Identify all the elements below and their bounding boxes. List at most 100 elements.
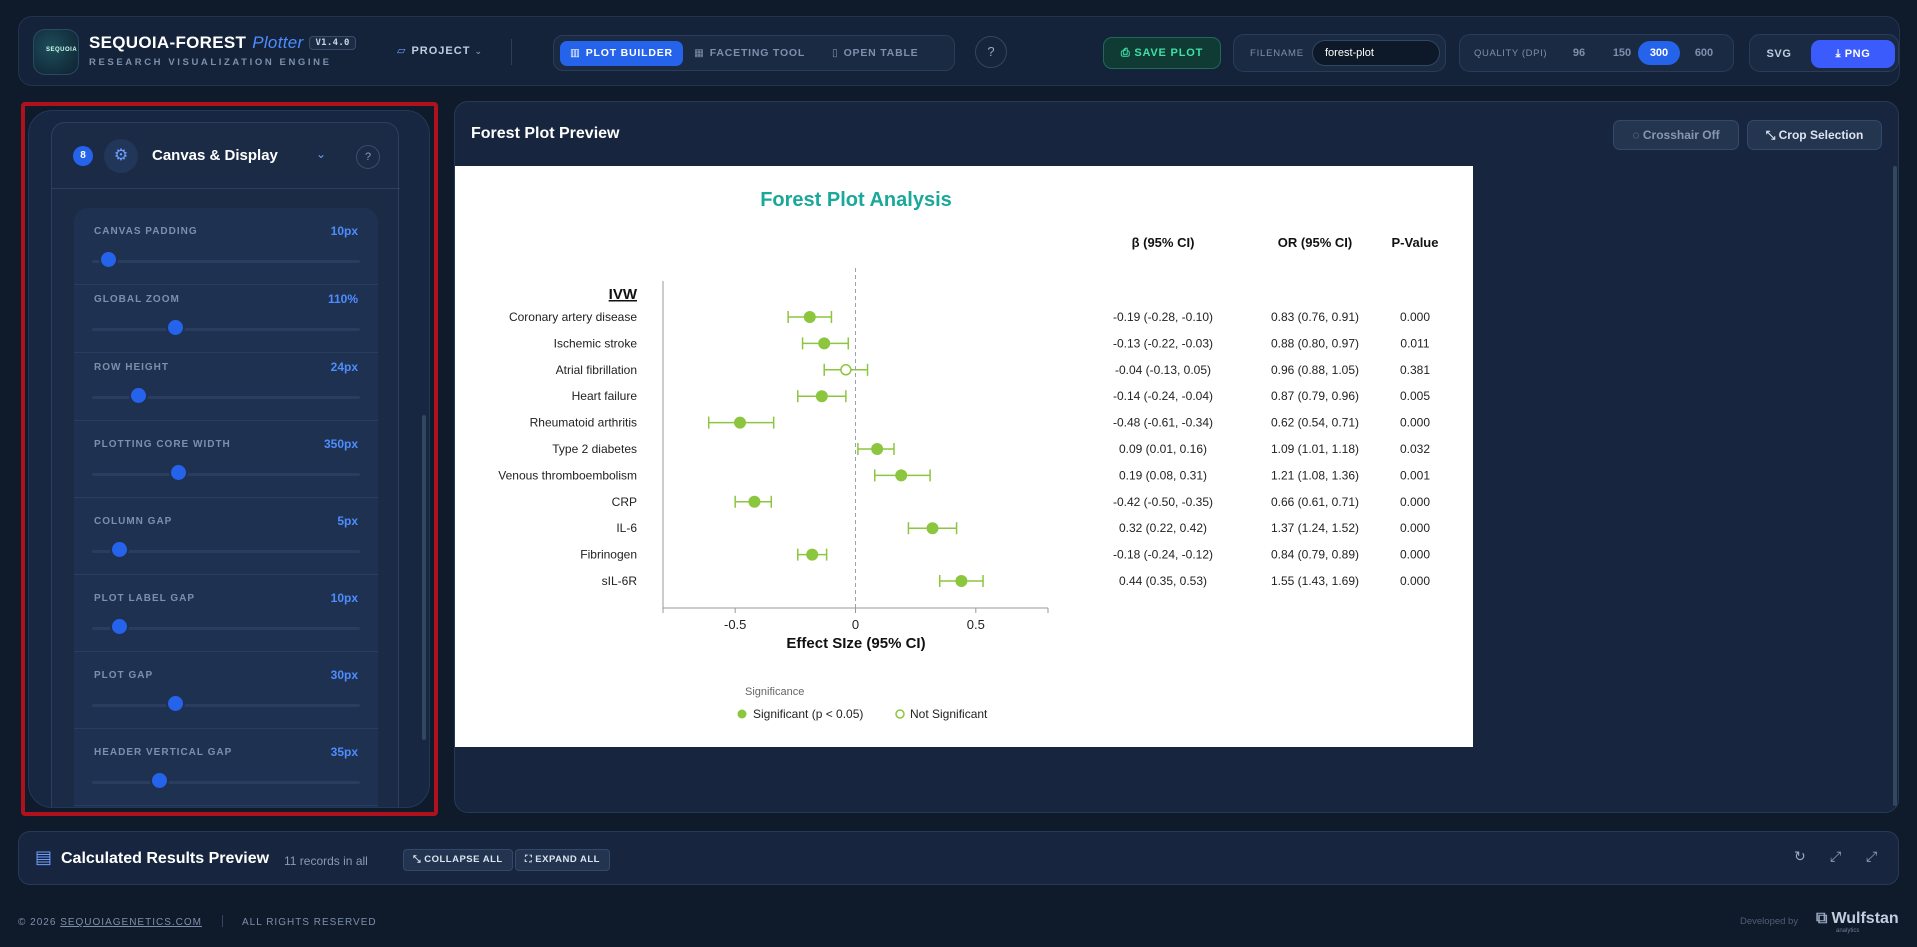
slider-track[interactable] [92, 473, 360, 476]
slider-track[interactable] [92, 550, 360, 553]
developer-logo[interactable]: ⧉ Wulfstan analytics [1816, 910, 1899, 934]
save-plot-button[interactable]: ⎙ SAVE PLOT [1103, 37, 1221, 69]
slider-thumb[interactable] [152, 773, 167, 788]
quality-option-600[interactable]: 600 [1694, 47, 1714, 59]
preview-title: Forest Plot Preview [471, 125, 620, 142]
p-value: 0.001 [1400, 468, 1430, 482]
help-button[interactable]: ? [975, 36, 1007, 68]
preview-scrollbar[interactable] [1893, 166, 1897, 806]
or-ci-value: 0.66 (0.61, 0.71) [1271, 495, 1359, 509]
row-label: Type 2 diabetes [552, 442, 637, 456]
collapse-all-button[interactable]: ⤡ COLLAPSE ALL [403, 849, 513, 871]
or-ci-value: 0.96 (0.88, 1.05) [1271, 363, 1359, 377]
document-icon: ▤ [35, 847, 53, 867]
slider-canvas-padding: CANVAS PADDING 10px [74, 208, 378, 285]
format-group: SVG ⤓ PNG [1749, 34, 1899, 72]
project-menu-button[interactable]: ▱ PROJECT ⌄ [397, 44, 483, 57]
plot-canvas[interactable]: Forest Plot Analysis β (95% CI) OR (95% … [455, 166, 1473, 747]
site-link[interactable]: SEQUOIAGENETICS.COM [60, 917, 202, 928]
slider-value: 350px [323, 437, 358, 451]
row-label: CRP [612, 495, 637, 509]
crosshair-label: Crosshair Off [1642, 128, 1720, 142]
brand-subtitle: RESEARCH VISUALIZATION ENGINE [89, 57, 332, 68]
slider-thumb[interactable] [111, 542, 127, 557]
brand-name: SEQUOIA-FOREST [89, 33, 247, 52]
fullscreen-icon[interactable]: ⤢ [1866, 848, 1878, 864]
copyright: © 2026 [18, 917, 57, 928]
tab-label: FACETING TOOL [709, 47, 806, 59]
slider-track[interactable] [92, 260, 360, 263]
quality-option-300[interactable]: 300 [1638, 41, 1680, 65]
slider-label: ROW HEIGHT [94, 362, 169, 373]
collapse-icon: ⤡ [413, 854, 425, 865]
expand-all-button[interactable]: ⛶ EXPAND ALL [515, 849, 610, 871]
slider-value: 35px [330, 745, 358, 759]
crosshair-toggle-button[interactable]: ◌ Crosshair Off [1613, 120, 1739, 150]
tab-open-table[interactable]: ▯ OPEN TABLE [822, 41, 928, 66]
version-badge: V1.4.0 [309, 36, 356, 50]
format-svg-button[interactable]: SVG [1766, 48, 1792, 60]
group-label: IVW [609, 286, 638, 303]
tab-faceting-tool[interactable]: ▦ FACETING TOOL [684, 41, 815, 66]
legend-significant-label: Significant (p < 0.05) [753, 707, 863, 721]
app-logo: SEQUOIA [33, 29, 79, 75]
slider-thumb[interactable] [111, 619, 127, 634]
slider-global-zoom: GLOBAL ZOOM 110% [74, 276, 378, 353]
crop-selection-button[interactable]: ⤡ Crop Selection [1747, 120, 1882, 150]
slider-value: 24px [330, 360, 358, 374]
beta-ci-value: -0.18 (-0.24, -0.12) [1113, 548, 1213, 562]
slider-label: GLOBAL ZOOM [94, 294, 180, 305]
quality-option-150[interactable]: 150 [1612, 47, 1632, 59]
point-estimate [815, 390, 828, 403]
brand: SEQUOIA-FOREST Plotter V1.4.0 RESEARCH VIS… [89, 33, 356, 68]
save-label: SAVE PLOT [1134, 47, 1204, 59]
forest-plot: Forest Plot Analysis β (95% CI) OR (95% … [498, 189, 1438, 721]
forest-row: Type 2 diabetes 0.09 (0.01, 0.16) 1.09 (1.… [552, 442, 1430, 456]
slider-track[interactable] [92, 328, 360, 331]
grid-icon: ▦ [694, 47, 705, 59]
slider-thumb[interactable] [101, 252, 117, 267]
point-estimate [840, 364, 852, 376]
quality-group: QUALITY (DPI) 96 150 300 600 [1459, 34, 1734, 72]
slider-track[interactable] [92, 704, 360, 707]
settings-scrollbar[interactable] [422, 415, 426, 740]
slider-thumb[interactable] [168, 696, 184, 711]
slider-value: 10px [330, 224, 358, 238]
slider-thumb[interactable] [170, 465, 186, 480]
p-value: 0.000 [1400, 521, 1430, 535]
refresh-icon[interactable]: ↻ [1794, 848, 1806, 864]
or-ci-value: 0.62 (0.54, 0.71) [1271, 416, 1359, 430]
chevron-down-icon[interactable]: ⌄ [316, 147, 327, 161]
forest-row: Venous thromboembolism 0.19 (0.08, 0.31) 1… [498, 468, 1430, 482]
or-ci-value: 1.09 (1.01, 1.18) [1271, 442, 1359, 456]
point-estimate [871, 443, 884, 455]
row-label: Coronary artery disease [509, 310, 637, 324]
row-label: Atrial fibrillation [556, 363, 637, 377]
column-header-or: OR (95% CI) [1278, 235, 1352, 250]
slider-track[interactable] [92, 396, 360, 399]
p-value: 0.381 [1400, 363, 1430, 377]
legend-title: Significance [745, 686, 804, 698]
quality-option-96[interactable]: 96 [1572, 47, 1586, 59]
expand-label: EXPAND ALL [535, 854, 600, 865]
point-estimate [734, 416, 746, 429]
section-header[interactable]: 8 ⚙ Canvas & Display ⌄ ? [52, 123, 400, 189]
slider-label: CANVAS PADDING [94, 226, 198, 237]
expand-icon: ⛶ [525, 854, 536, 865]
chevron-down-icon: ⌄ [474, 46, 483, 56]
section-help-button[interactable]: ? [356, 145, 380, 169]
beta-ci-value: 0.44 (0.35, 0.53) [1119, 574, 1207, 588]
format-png-button[interactable]: ⤓ PNG [1811, 40, 1895, 68]
view-tabs: ▥ PLOT BUILDER ▦ FACETING TOOL ▯ OPEN TABLE [553, 35, 955, 71]
slider-thumb[interactable] [130, 388, 146, 403]
p-value: 0.005 [1400, 389, 1430, 403]
slider-thumb[interactable] [168, 320, 184, 335]
point-estimate [926, 522, 939, 535]
slider-plot-label-gap: PLOT LABEL GAP 10px [74, 575, 378, 652]
slider-track[interactable] [92, 781, 360, 784]
p-value: 0.000 [1400, 495, 1430, 509]
slider-track[interactable] [92, 627, 360, 630]
expand-diagonal-icon[interactable]: ⤢ [1830, 848, 1842, 864]
tab-plot-builder[interactable]: ▥ PLOT BUILDER [560, 41, 683, 66]
filename-input[interactable]: forest-plot [1312, 40, 1440, 66]
